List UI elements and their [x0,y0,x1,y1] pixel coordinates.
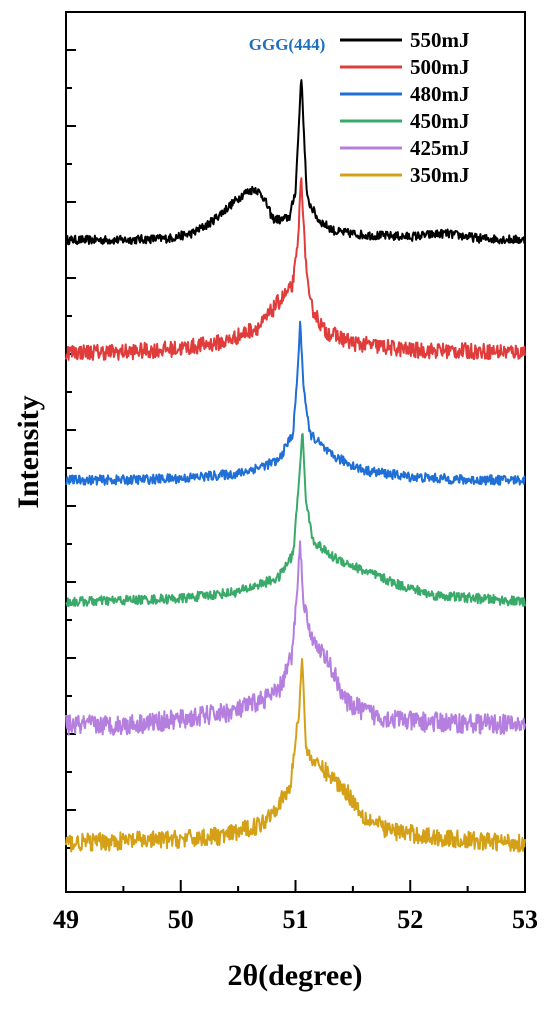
x-tick-label: 53 [512,905,538,934]
legend-label: 350mJ [410,163,470,187]
x-axis-title: 2θ(degree) [227,959,362,992]
x-tick-label: 50 [168,905,194,934]
legend-label: 480mJ [410,82,470,106]
x-tick-label: 49 [53,905,79,934]
y-axis-title: Intensity [12,395,45,508]
peak-annotation: GGG(444) [249,35,326,54]
series-line-450mJ [65,433,526,608]
x-tick-label: 52 [397,905,423,934]
series-line-425mJ [65,540,526,736]
legend-label: 500mJ [410,55,470,79]
series-layer [65,79,526,853]
x-tick-label: 51 [283,905,309,934]
legend-label: 425mJ [410,136,470,160]
legend-label: 450mJ [410,109,470,133]
series-line-550mJ [65,79,526,246]
series-line-350mJ [65,657,526,853]
legend-label: 550mJ [410,28,470,52]
x-axis-ticks: 49 50 51 52 53 [53,880,538,934]
series-line-500mJ [65,177,526,361]
series-line-480mJ [65,320,526,486]
legend: 550mJ 500mJ 480mJ 450mJ 425mJ 350mJ [340,28,470,187]
